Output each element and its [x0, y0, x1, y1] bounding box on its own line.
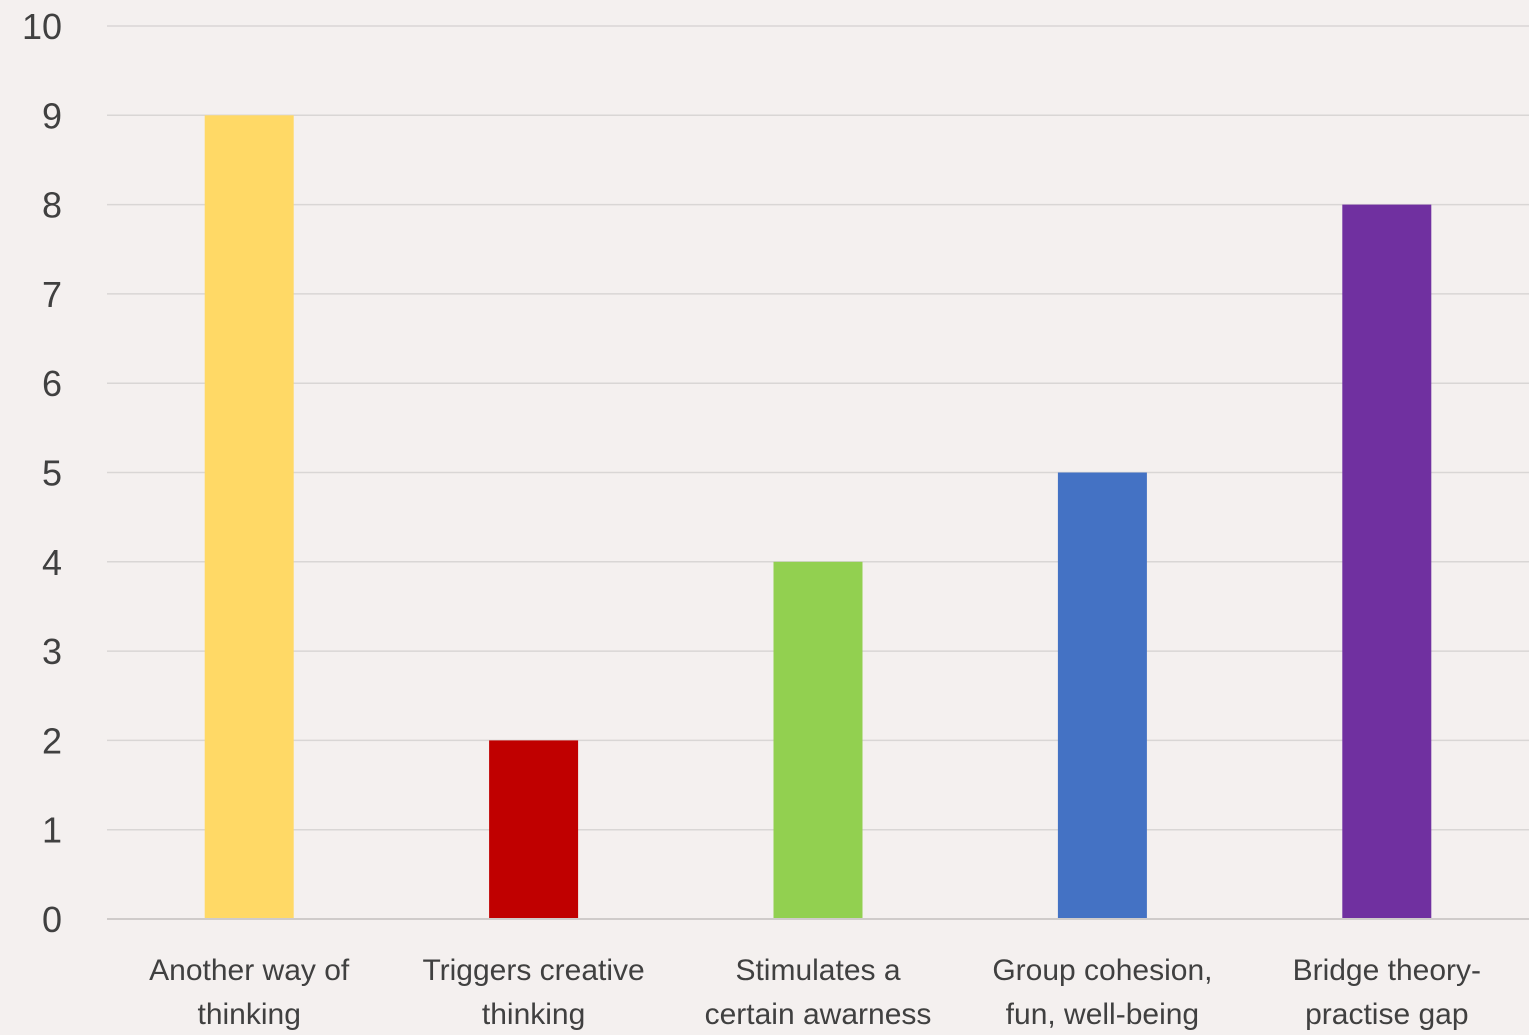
x-category-label-line: Bridge theory-	[1293, 954, 1481, 987]
y-tick-label: 6	[42, 363, 62, 404]
y-tick-label: 3	[42, 631, 62, 672]
bar	[489, 740, 579, 919]
y-tick-label: 4	[42, 542, 62, 583]
x-category-label: Another way of thinking	[149, 954, 350, 1031]
x-category-label-line: thinking	[197, 998, 300, 1031]
bar	[1342, 204, 1432, 920]
bars	[204, 115, 1432, 920]
x-category-label: Stimulates a certain awarness	[705, 954, 932, 1031]
y-tick-label: 2	[42, 720, 62, 761]
y-tick-label: 10	[22, 6, 62, 47]
x-category-label-line: practise gap	[1305, 998, 1468, 1031]
bar	[204, 115, 294, 920]
x-category-label-line: Triggers creative	[422, 954, 644, 987]
x-category-label-line: certain awarness	[705, 998, 932, 1031]
x-axis-category-labels: Another way of thinking Triggers creative t…	[149, 954, 1481, 1031]
y-tick-label: 8	[42, 185, 62, 226]
x-category-label: Group cohesion, fun, well-being	[992, 954, 1212, 1031]
y-axis-tick-labels: 0 1 2 3 4 5 6 7 8 9 10	[22, 6, 62, 940]
y-tick-label: 1	[42, 810, 62, 851]
gridlines	[107, 25, 1529, 831]
x-category-label: Triggers creative thinking	[422, 954, 644, 1031]
x-category-label-line: Group cohesion,	[992, 954, 1212, 987]
x-category-label-line: thinking	[482, 998, 585, 1031]
y-tick-label: 9	[42, 95, 62, 136]
x-category-label-line: Stimulates a	[735, 954, 900, 987]
y-tick-label: 7	[42, 274, 62, 315]
x-category-label-line: Another way of	[149, 954, 350, 987]
bar	[1057, 472, 1147, 919]
bar	[773, 561, 863, 919]
x-category-label-line: fun, well-being	[1006, 998, 1199, 1031]
y-tick-label: 5	[42, 453, 62, 494]
x-category-label: Bridge theory-practise gap	[1293, 954, 1481, 1031]
y-tick-label: 0	[42, 899, 62, 940]
